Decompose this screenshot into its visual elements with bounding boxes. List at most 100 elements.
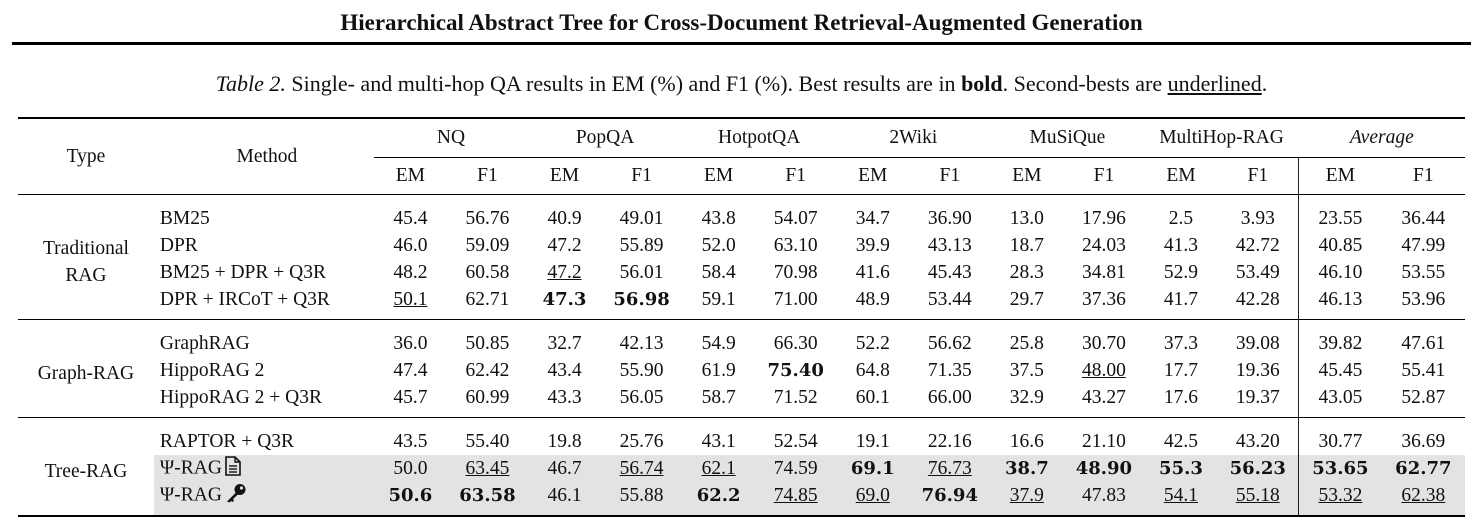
score-value: 42.28	[1235, 288, 1280, 310]
score-value: 13.0	[1009, 207, 1044, 229]
score-cell: 64.8	[836, 357, 909, 384]
score-cell: 37.5	[990, 357, 1063, 384]
score-cell: 37.9	[990, 482, 1064, 515]
score-cell: 36.90	[909, 194, 991, 232]
method-name: DPR + IRCoT + Q3R	[154, 286, 374, 320]
score-cell: 56.76	[446, 194, 529, 232]
score-value: 58.7	[701, 386, 736, 408]
score-cell: 50.0	[373, 455, 447, 482]
score-cell: 62.2	[682, 482, 756, 515]
score-cell: 54.9	[682, 319, 756, 357]
score-cell: 56.05	[601, 384, 682, 418]
score-cell: 53.96	[1382, 286, 1465, 320]
score-value: 60.58	[465, 261, 510, 283]
score-cell: 53.32	[1298, 482, 1382, 515]
score-cell: 40.9	[528, 194, 602, 232]
score-cell: 76.94	[909, 482, 991, 515]
score-cell: 42.13	[601, 319, 683, 357]
score-value: 50.1	[393, 288, 428, 310]
score-cell: 55.90	[601, 357, 682, 384]
dataset-header: NQ	[373, 118, 529, 158]
score-value: 47.61	[1401, 332, 1446, 354]
score-value: 49.01	[619, 207, 664, 229]
score-value: 43.13	[927, 234, 972, 256]
score-cell: 52.2	[836, 319, 910, 357]
dataset-header-average: Average	[1298, 118, 1465, 158]
score-cell: 21.10	[1063, 417, 1145, 455]
score-cell: 3.93	[1217, 194, 1299, 232]
score-value: 64.8	[855, 359, 890, 381]
score-value: 48.9	[855, 288, 890, 310]
score-cell: 43.13	[909, 232, 990, 259]
score-value: 40.9	[547, 207, 582, 229]
score-cell: 43.27	[1063, 384, 1144, 418]
column-header-type: Type	[66, 145, 106, 167]
score-value: 19.8	[547, 430, 582, 452]
score-cell: 60.99	[447, 384, 528, 418]
score-value: 43.05	[1318, 386, 1363, 408]
score-value: 32.9	[1009, 386, 1044, 408]
table-row: HippoRAG 2 + Q3R 45.7 60.99 43.3 56.05 58.7 71…	[18, 384, 1465, 418]
row-group-type: Traditional RAG	[18, 194, 154, 320]
score-value: 46.1	[547, 484, 582, 506]
score-cell: 41.3	[1144, 232, 1217, 259]
method-label: BM25	[159, 207, 210, 229]
score-cell: 66.30	[755, 319, 837, 357]
score-value: 52.87	[1401, 386, 1446, 408]
score-cell: 55.40	[446, 417, 529, 455]
score-cell: 54.07	[755, 194, 837, 232]
score-cell: 46.13	[1298, 286, 1382, 320]
metric-header: F1	[939, 165, 961, 186]
score-value: 63.45	[465, 457, 510, 479]
score-cell: 47.61	[1381, 319, 1465, 357]
type-label-line: RAG	[65, 265, 107, 286]
score-value: 46.7	[547, 457, 582, 479]
score-value: 41.6	[855, 261, 890, 283]
score-cell: 19.37	[1217, 384, 1298, 418]
score-value: 21.10	[1081, 430, 1126, 452]
score-value: 48.90	[1075, 457, 1133, 479]
score-value: 39.9	[855, 234, 890, 256]
score-value: 43.5	[393, 430, 428, 452]
metric-header: EM	[1012, 165, 1042, 186]
score-value: 25.76	[619, 430, 664, 452]
score-cell: 34.7	[836, 194, 910, 232]
score-cell: 55.41	[1382, 357, 1465, 384]
score-value: 55.18	[1235, 484, 1280, 506]
table-row: DPR + IRCoT + Q3R 50.1 62.71 47.3 56.98 59.1 7…	[18, 286, 1465, 320]
score-cell: 19.36	[1217, 357, 1298, 384]
score-cell: 42.28	[1217, 286, 1298, 320]
header-rule	[12, 42, 1471, 45]
method-name: Ψ-RAG	[153, 455, 374, 482]
score-cell: 25.8	[990, 319, 1064, 357]
method-label: Ψ-RAG	[159, 483, 222, 505]
score-value: 36.0	[393, 332, 428, 354]
metric-header: F1	[631, 165, 652, 186]
score-value: 42.72	[1235, 234, 1280, 256]
dataset-header: MultiHop-RAG	[1144, 118, 1299, 158]
dataset-header: PopQA	[528, 118, 683, 158]
score-cell: 58.7	[682, 384, 755, 418]
score-value: 43.4	[547, 359, 582, 381]
table-row: Ψ-RAG 50.0 63.45 46.7 56.74 62.1 74.59 69.1 76.7…	[18, 455, 1465, 482]
score-cell: 37.36	[1063, 286, 1144, 320]
score-cell: 69.0	[836, 482, 910, 515]
score-cell: 52.87	[1382, 384, 1465, 418]
score-value: 46.0	[393, 234, 428, 256]
score-cell: 48.9	[836, 286, 909, 320]
score-cell: 45.7	[374, 384, 447, 418]
score-cell: 46.7	[528, 455, 602, 482]
score-value: 56.98	[613, 288, 670, 310]
metric-header: EM	[395, 165, 426, 186]
score-cell: 55.3	[1144, 455, 1218, 482]
score-value: 32.7	[547, 332, 582, 354]
score-cell: 22.16	[909, 417, 991, 455]
score-value: 55.41	[1401, 359, 1446, 381]
method-name: DPR	[154, 232, 374, 259]
score-cell: 50.85	[446, 319, 529, 357]
score-cell: 66.00	[909, 384, 990, 418]
score-value: 53.32	[1318, 484, 1363, 506]
score-value: 56.23	[1229, 457, 1286, 479]
score-cell: 39.08	[1217, 319, 1299, 357]
score-cell: 37.3	[1144, 319, 1218, 357]
